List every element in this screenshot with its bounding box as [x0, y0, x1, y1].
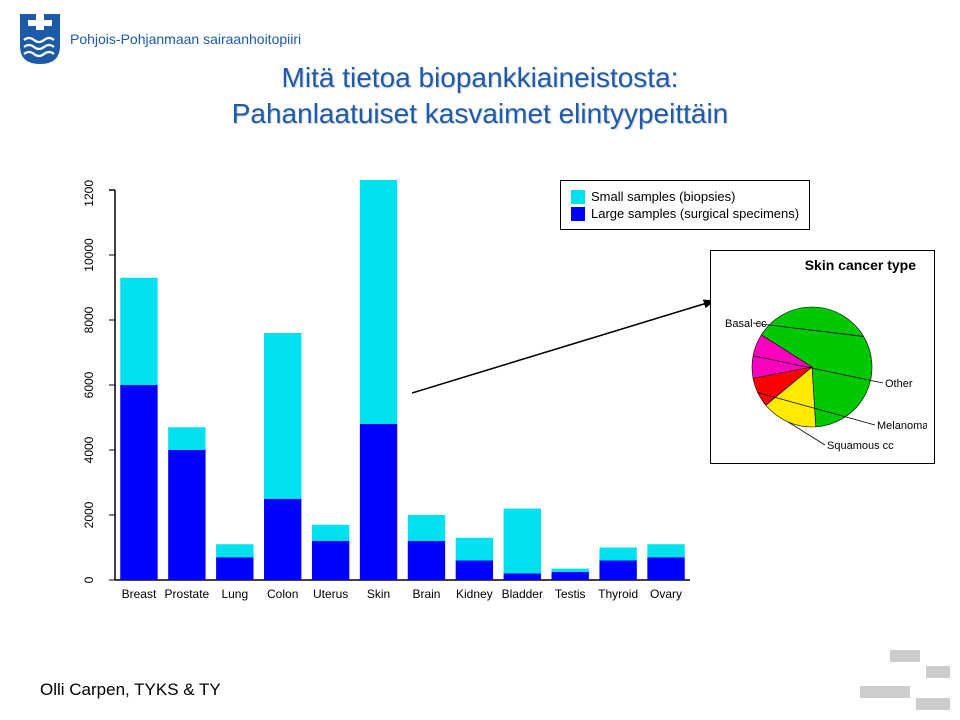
footer-credit: Olli Carpen, TYKS & TY — [40, 680, 221, 700]
svg-text:0: 0 — [82, 576, 96, 583]
svg-text:12000: 12000 — [82, 180, 96, 207]
title-line-2: Pahanlaatuiset kasvaimet elintyypeittäin — [0, 96, 960, 132]
svg-text:Squamous cc: Squamous cc — [827, 440, 894, 452]
svg-text:Breast: Breast — [122, 587, 157, 601]
svg-text:Ovary: Ovary — [650, 587, 682, 601]
legend-swatch-large — [571, 207, 585, 221]
svg-text:Basal cc: Basal cc — [725, 318, 767, 330]
svg-text:10000: 10000 — [82, 238, 96, 272]
svg-text:Other: Other — [885, 378, 913, 390]
legend-label-small: Small samples (biopsies) — [591, 189, 736, 204]
svg-text:Colon: Colon — [267, 587, 298, 601]
svg-text:8000: 8000 — [82, 306, 96, 333]
svg-text:Kidney: Kidney — [456, 587, 493, 601]
svg-text:Lung: Lung — [221, 587, 248, 601]
svg-text:Brain: Brain — [412, 587, 440, 601]
legend-label-large: Large samples (surgical specimens) — [591, 206, 799, 221]
header: Pohjois-Pohjanmaan sairaanhoitopiiri — [18, 12, 301, 66]
svg-text:Thyroid: Thyroid — [598, 587, 638, 601]
legend-item-small: Small samples (biopsies) — [571, 189, 799, 204]
svg-text:Uterus: Uterus — [313, 587, 348, 601]
pie-chart: Basal cc Squamous cc Melanoma Other — [717, 277, 927, 457]
svg-text:Testis: Testis — [555, 587, 586, 601]
title-line-1: Mitä tietoa biopankkiaineistosta: — [0, 60, 960, 96]
legend-item-large: Large samples (surgical specimens) — [571, 206, 799, 221]
page-title: Mitä tietoa biopankkiaineistosta: Pahanl… — [0, 60, 960, 133]
svg-text:Prostate: Prostate — [165, 587, 210, 601]
corner-decoration-icon — [860, 650, 950, 710]
org-name: Pohjois-Pohjanmaan sairaanhoitopiiri — [70, 31, 301, 47]
legend-swatch-small — [571, 190, 585, 204]
svg-text:2000: 2000 — [82, 501, 96, 528]
pie-title: Skin cancer type — [717, 257, 928, 273]
svg-text:4000: 4000 — [82, 436, 96, 463]
svg-text:6000: 6000 — [82, 371, 96, 398]
svg-text:Bladder: Bladder — [502, 587, 543, 601]
svg-text:Melanoma: Melanoma — [877, 420, 927, 432]
shield-logo-icon — [18, 12, 62, 66]
legend: Small samples (biopsies) Large samples (… — [560, 180, 810, 230]
bar-chart: 0 2000 4000 6000 8000 10000 12000 Breast Prostat… — [60, 180, 700, 620]
svg-text:Skin: Skin — [367, 587, 390, 601]
pie-chart-box: Skin cancer type Basal cc Squamous cc Mela… — [710, 250, 935, 464]
